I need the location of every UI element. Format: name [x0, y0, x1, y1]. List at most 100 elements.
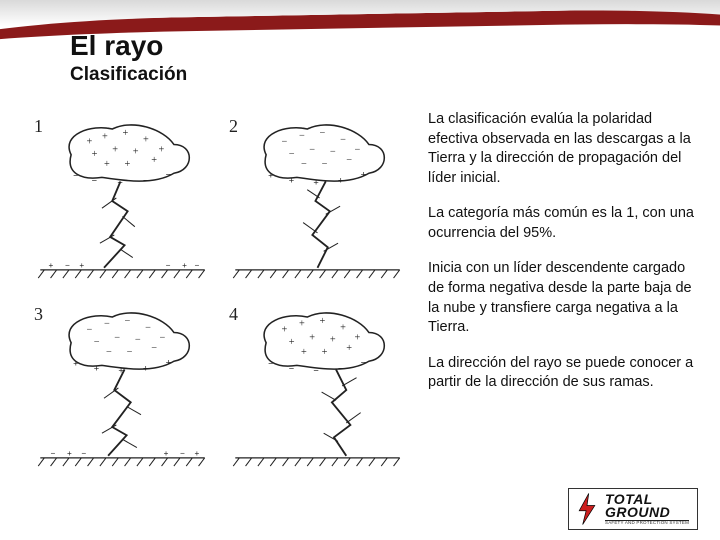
panel-number: 3 — [34, 304, 43, 325]
svg-text:−: − — [313, 366, 318, 376]
lightning-diagram-icon: +++++ ++++ ++ −−−−− +−+−+− — [30, 110, 215, 292]
panel-number: 4 — [229, 304, 238, 325]
svg-text:−: − — [106, 347, 112, 358]
svg-text:+: + — [143, 364, 148, 374]
classification-figure: 1 +++++ ++++ ++ −−−−− +−+−+− — [30, 110, 410, 480]
svg-text:+: + — [125, 159, 131, 170]
svg-text:−: − — [135, 335, 141, 346]
svg-text:+: + — [346, 343, 352, 354]
svg-text:+: + — [143, 134, 149, 145]
svg-text:−: − — [180, 449, 185, 458]
svg-text:−: − — [73, 170, 78, 180]
brand-line-2: GROUND — [605, 506, 689, 520]
svg-text:+: + — [194, 449, 199, 458]
svg-text:−: − — [346, 155, 352, 166]
lightning-diagram-icon: −−−−− −−−− −− +++++ — [225, 110, 410, 292]
svg-text:+: + — [166, 357, 171, 367]
svg-text:−: − — [114, 333, 120, 344]
figure-panel-2: 2 −−−−− −−−− −− +++++ — [225, 110, 410, 292]
panel-number: 2 — [229, 116, 238, 137]
svg-text:−: − — [104, 318, 110, 329]
svg-text:+: + — [355, 333, 361, 344]
brand-tagline: SAFETY AND PROTECTION SYSTEM — [605, 521, 689, 525]
svg-text:+: + — [309, 333, 315, 344]
svg-text:+: + — [104, 159, 110, 170]
svg-text:+: + — [79, 261, 84, 270]
svg-text:+: + — [164, 449, 169, 458]
page-subtitle: Clasificación — [70, 64, 187, 86]
paragraph: La dirección del rayo se puede conocer a… — [428, 354, 700, 393]
svg-text:+: + — [289, 176, 294, 186]
lightning-diagram-icon: −−−−− −−−− −− +++++ −+−+−+ — [30, 298, 215, 480]
figure-panel-4: 4 +++++ ++++ ++ −−−−− — [225, 298, 410, 480]
svg-text:−: − — [361, 357, 366, 367]
svg-text:+: + — [67, 449, 72, 458]
svg-text:−: − — [166, 169, 171, 179]
svg-text:+: + — [102, 131, 108, 142]
svg-text:−: − — [151, 343, 157, 354]
svg-text:−: − — [145, 322, 151, 333]
svg-text:+: + — [123, 128, 129, 139]
svg-text:+: + — [322, 347, 328, 358]
svg-text:−: − — [194, 261, 199, 270]
svg-text:+: + — [182, 261, 187, 270]
svg-text:+: + — [338, 176, 343, 186]
svg-text:+: + — [133, 147, 139, 158]
svg-text:+: + — [361, 169, 366, 179]
svg-text:−: − — [340, 134, 346, 145]
brand-text: TOTAL GROUND SAFETY AND PROTECTION SYSTE… — [605, 493, 689, 525]
svg-text:−: − — [338, 364, 343, 374]
svg-text:−: − — [301, 159, 307, 170]
svg-text:+: + — [158, 145, 164, 156]
svg-text:−: − — [92, 176, 97, 186]
svg-text:+: + — [313, 178, 318, 188]
svg-text:+: + — [151, 155, 157, 166]
svg-text:+: + — [320, 316, 326, 327]
svg-text:+: + — [112, 145, 118, 156]
svg-text:+: + — [301, 347, 307, 358]
svg-text:−: − — [299, 130, 305, 141]
svg-text:+: + — [87, 136, 93, 147]
svg-text:−: − — [51, 449, 56, 458]
svg-text:−: − — [268, 358, 273, 368]
svg-text:+: + — [92, 149, 98, 160]
page-title: El rayo — [70, 30, 187, 62]
svg-text:−: − — [289, 149, 295, 160]
content-row: 1 +++++ ++++ ++ −−−−− +−+−+− — [30, 110, 700, 480]
panel-number: 1 — [34, 116, 43, 137]
svg-text:−: − — [87, 324, 93, 335]
figure-panel-1: 1 +++++ ++++ ++ −−−−− +−+−+− — [30, 110, 215, 292]
body-text: La clasificación evalúa la polaridad efe… — [428, 110, 700, 480]
svg-text:+: + — [330, 335, 336, 346]
svg-text:−: − — [320, 128, 326, 139]
svg-text:+: + — [94, 364, 99, 374]
svg-text:−: − — [289, 364, 294, 374]
svg-text:+: + — [282, 324, 288, 335]
svg-text:−: − — [125, 316, 131, 327]
brand-logo: TOTAL GROUND SAFETY AND PROTECTION SYSTE… — [568, 488, 698, 530]
figure-panel-3: 3 −−−−− −−−− −− +++++ −+−+−+ — [30, 298, 215, 480]
svg-text:−: − — [166, 261, 171, 270]
svg-text:−: − — [65, 261, 70, 270]
paragraph: Inicia con un líder descendente cargado … — [428, 259, 700, 337]
svg-text:−: − — [127, 347, 133, 358]
svg-text:−: − — [143, 176, 148, 186]
svg-text:−: − — [94, 337, 100, 348]
svg-text:−: − — [160, 333, 166, 344]
lightning-bolt-icon — [569, 489, 605, 529]
svg-text:+: + — [340, 322, 346, 333]
svg-text:+: + — [49, 261, 54, 270]
paragraph: La clasificación evalúa la polaridad efe… — [428, 110, 700, 188]
svg-text:−: − — [309, 145, 315, 156]
svg-text:−: − — [355, 145, 361, 156]
svg-text:−: − — [330, 147, 336, 158]
svg-text:+: + — [289, 337, 295, 348]
lightning-diagram-icon: +++++ ++++ ++ −−−−− — [225, 298, 410, 480]
header: El rayo Clasificación — [70, 30, 187, 86]
paragraph: La categoría más común es la 1, con una … — [428, 204, 700, 243]
svg-text:+: + — [73, 358, 78, 368]
svg-text:+: + — [268, 170, 273, 180]
svg-text:+: + — [299, 318, 305, 329]
svg-text:−: − — [282, 136, 288, 147]
svg-text:−: − — [81, 449, 86, 458]
